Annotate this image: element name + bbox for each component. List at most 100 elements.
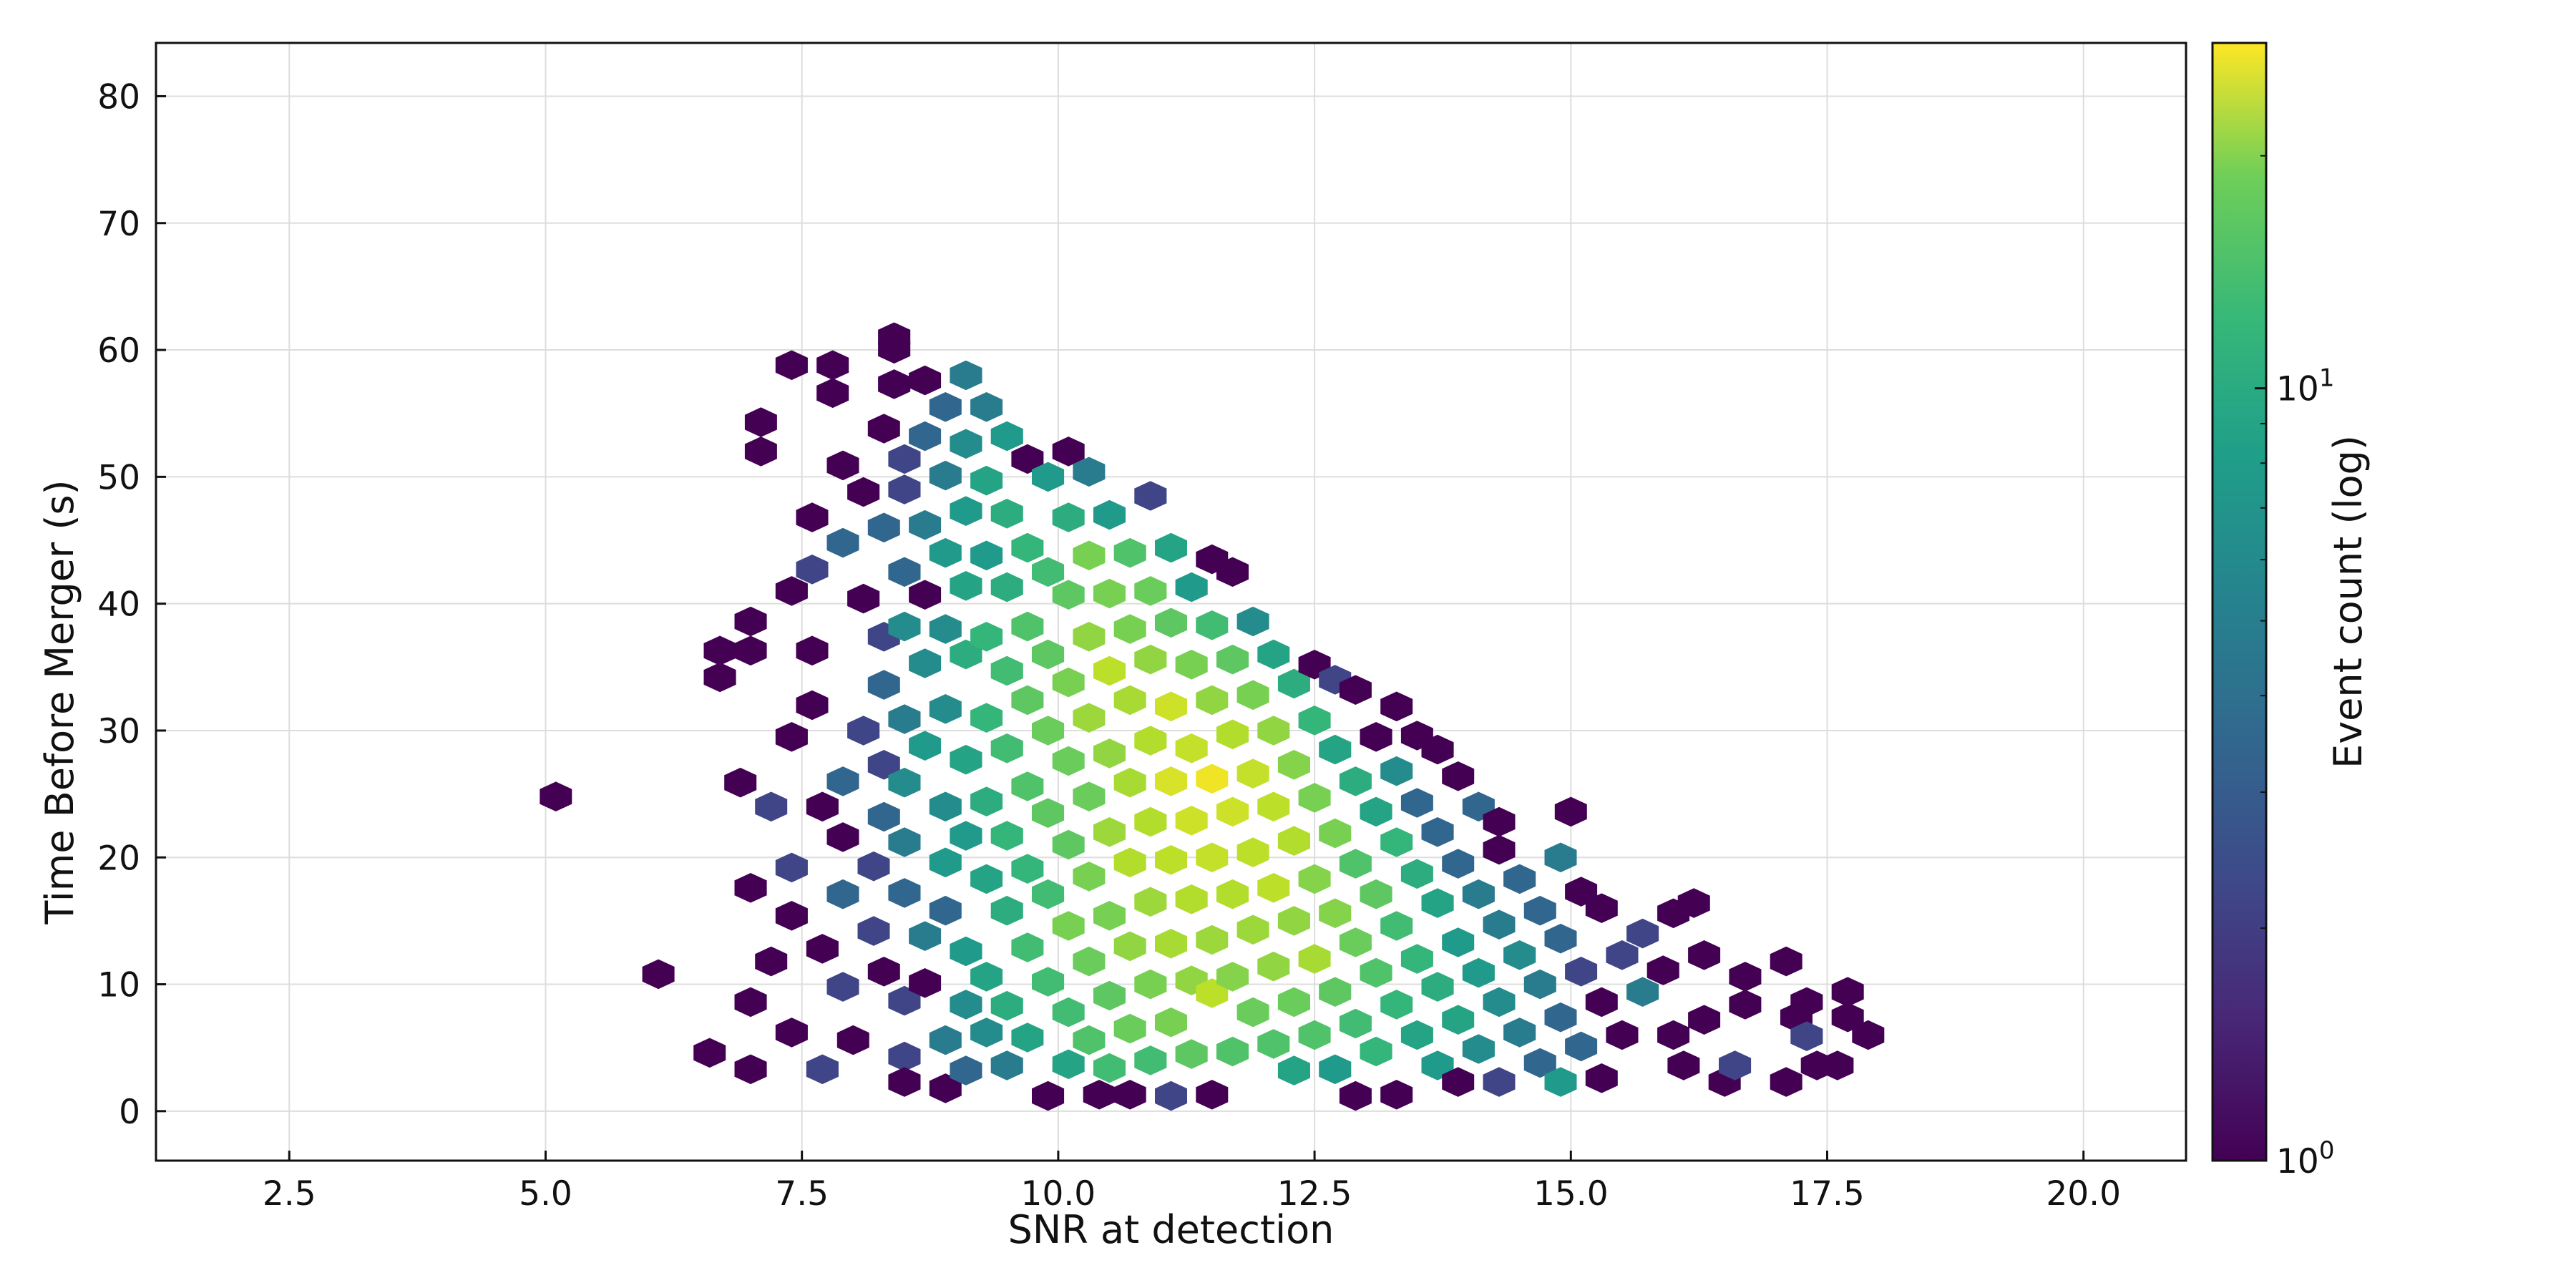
hexbin-cell [929,791,962,822]
hexbin-cell [1011,1023,1044,1053]
hexbin-cell [888,767,921,798]
hexbin-cell [1155,532,1187,563]
hexbin-cell [888,704,921,734]
hexbin-cell [836,1025,869,1055]
hexbin-cell [1175,650,1208,680]
hexbin-cell [1483,1067,1516,1097]
hexbin-cell [970,1018,1003,1048]
hexbin-cell [1544,1002,1577,1033]
hexbin-cell [929,694,962,724]
hexbin-cell [878,333,911,364]
hexbin-cell [1277,906,1310,936]
hexbin-cell [1093,655,1126,686]
hexbin-cell [1236,837,1269,867]
hexbin-cell [775,901,808,931]
hexbin-cell [1462,879,1495,909]
hexbin-cell [1032,639,1065,670]
hexbin-cell [1052,1049,1085,1080]
hexbin-cell [1688,940,1721,970]
hexbin-cell [775,852,808,883]
hexbin-cell [1400,1020,1433,1050]
hexbin-cell [1175,572,1208,602]
hexbin-cell [1646,955,1679,985]
hexbin-cell [1032,716,1065,746]
hexbin-cell [1032,798,1065,828]
hexbin-cell [826,972,859,1002]
hexbin-cell [867,750,900,780]
hexbin-cell [1216,962,1249,992]
hexbin-cell [1360,1036,1392,1067]
hexbin-cell [1298,944,1331,974]
colorbar-tick-label: 101 [2276,364,2334,409]
y-axis-ticks: 0 10 20 30 40 50 60 70 80 [97,77,166,1132]
hexbin-cell [867,957,900,987]
hexbin-cell [909,731,942,761]
hexbin-cell [929,847,962,878]
y-tick-label: 10 [97,966,140,1005]
hexbin-cell [970,540,1003,571]
hexbin-cell [1073,703,1106,733]
hexbin-cell [1073,862,1106,892]
hexbin-cell [1339,766,1372,796]
hexbin-cell [775,576,808,606]
hexbin-cell [1277,826,1310,856]
x-tick-label: 10.0 [1021,1174,1096,1214]
hexbin-cell [1011,854,1044,884]
y-tick-label: 80 [97,77,140,117]
hexbin-cell [796,690,829,721]
hexbin-cell [1523,895,1556,926]
hexbin-cell [1113,1080,1146,1110]
hexbin-cell [909,648,942,678]
x-tick-label: 12.5 [1277,1174,1352,1214]
hexbin-cell [1677,888,1710,918]
hexbin-cell [1360,722,1392,752]
hexbin-cell [1236,606,1269,637]
hexbin-cell [888,611,921,642]
hexbin-cell [1606,940,1639,970]
hexbin-cell [1216,796,1249,827]
hexbin-cell [1380,1080,1413,1110]
hexbin-cell [888,827,921,857]
hexbin-cell [693,1038,726,1068]
hexbin-cell [1052,911,1085,941]
hexbin-cell [1831,977,1864,1007]
hexbin-cell [929,614,962,644]
hexbin-cell [734,1054,767,1085]
hexbin-cell [1442,761,1475,791]
hexbin-cell [734,987,767,1018]
hexbin-cell [1134,806,1167,837]
hexbin-cell [909,921,942,951]
hexbin-cell [1360,879,1392,909]
hexbin-cell [1380,756,1413,786]
hexbin-cell [1483,987,1516,1018]
hexbin-cell [734,873,767,903]
hexbin-cell [1134,576,1167,606]
hexbin-cell [1175,733,1208,763]
y-tick-label: 40 [97,585,140,625]
hexbin-cell [1093,738,1126,769]
hexbin-cell [806,934,839,964]
hexbin-cell [1483,834,1516,865]
hexbin-cell [1339,1008,1372,1039]
hexbin-cell [867,414,900,444]
y-tick-label: 70 [97,205,140,244]
hexbin-cell [1565,1031,1598,1062]
hexbin-cell [1298,1020,1331,1050]
hexbin-cell [734,606,767,637]
hexbin-cell [1380,827,1413,857]
hexbin-cell [1236,758,1269,789]
hexbin-cell [888,1041,921,1072]
hexbin-cell [847,716,880,746]
hexbin-cell [1052,829,1085,860]
hexbin-cell [1360,796,1392,827]
hexbin-cell [1831,1002,1864,1033]
hexbin-cell [929,1073,962,1103]
hexbin-cell [1175,806,1208,836]
hexbin-cell [1503,940,1536,970]
hexbin-cell [970,864,1003,894]
hexbin-cell [1093,901,1126,931]
x-tick-label: 15.0 [1533,1174,1609,1214]
hexbin-cell [796,502,829,532]
hexbin-cell [950,744,982,775]
hexbin-cell [970,703,1003,733]
